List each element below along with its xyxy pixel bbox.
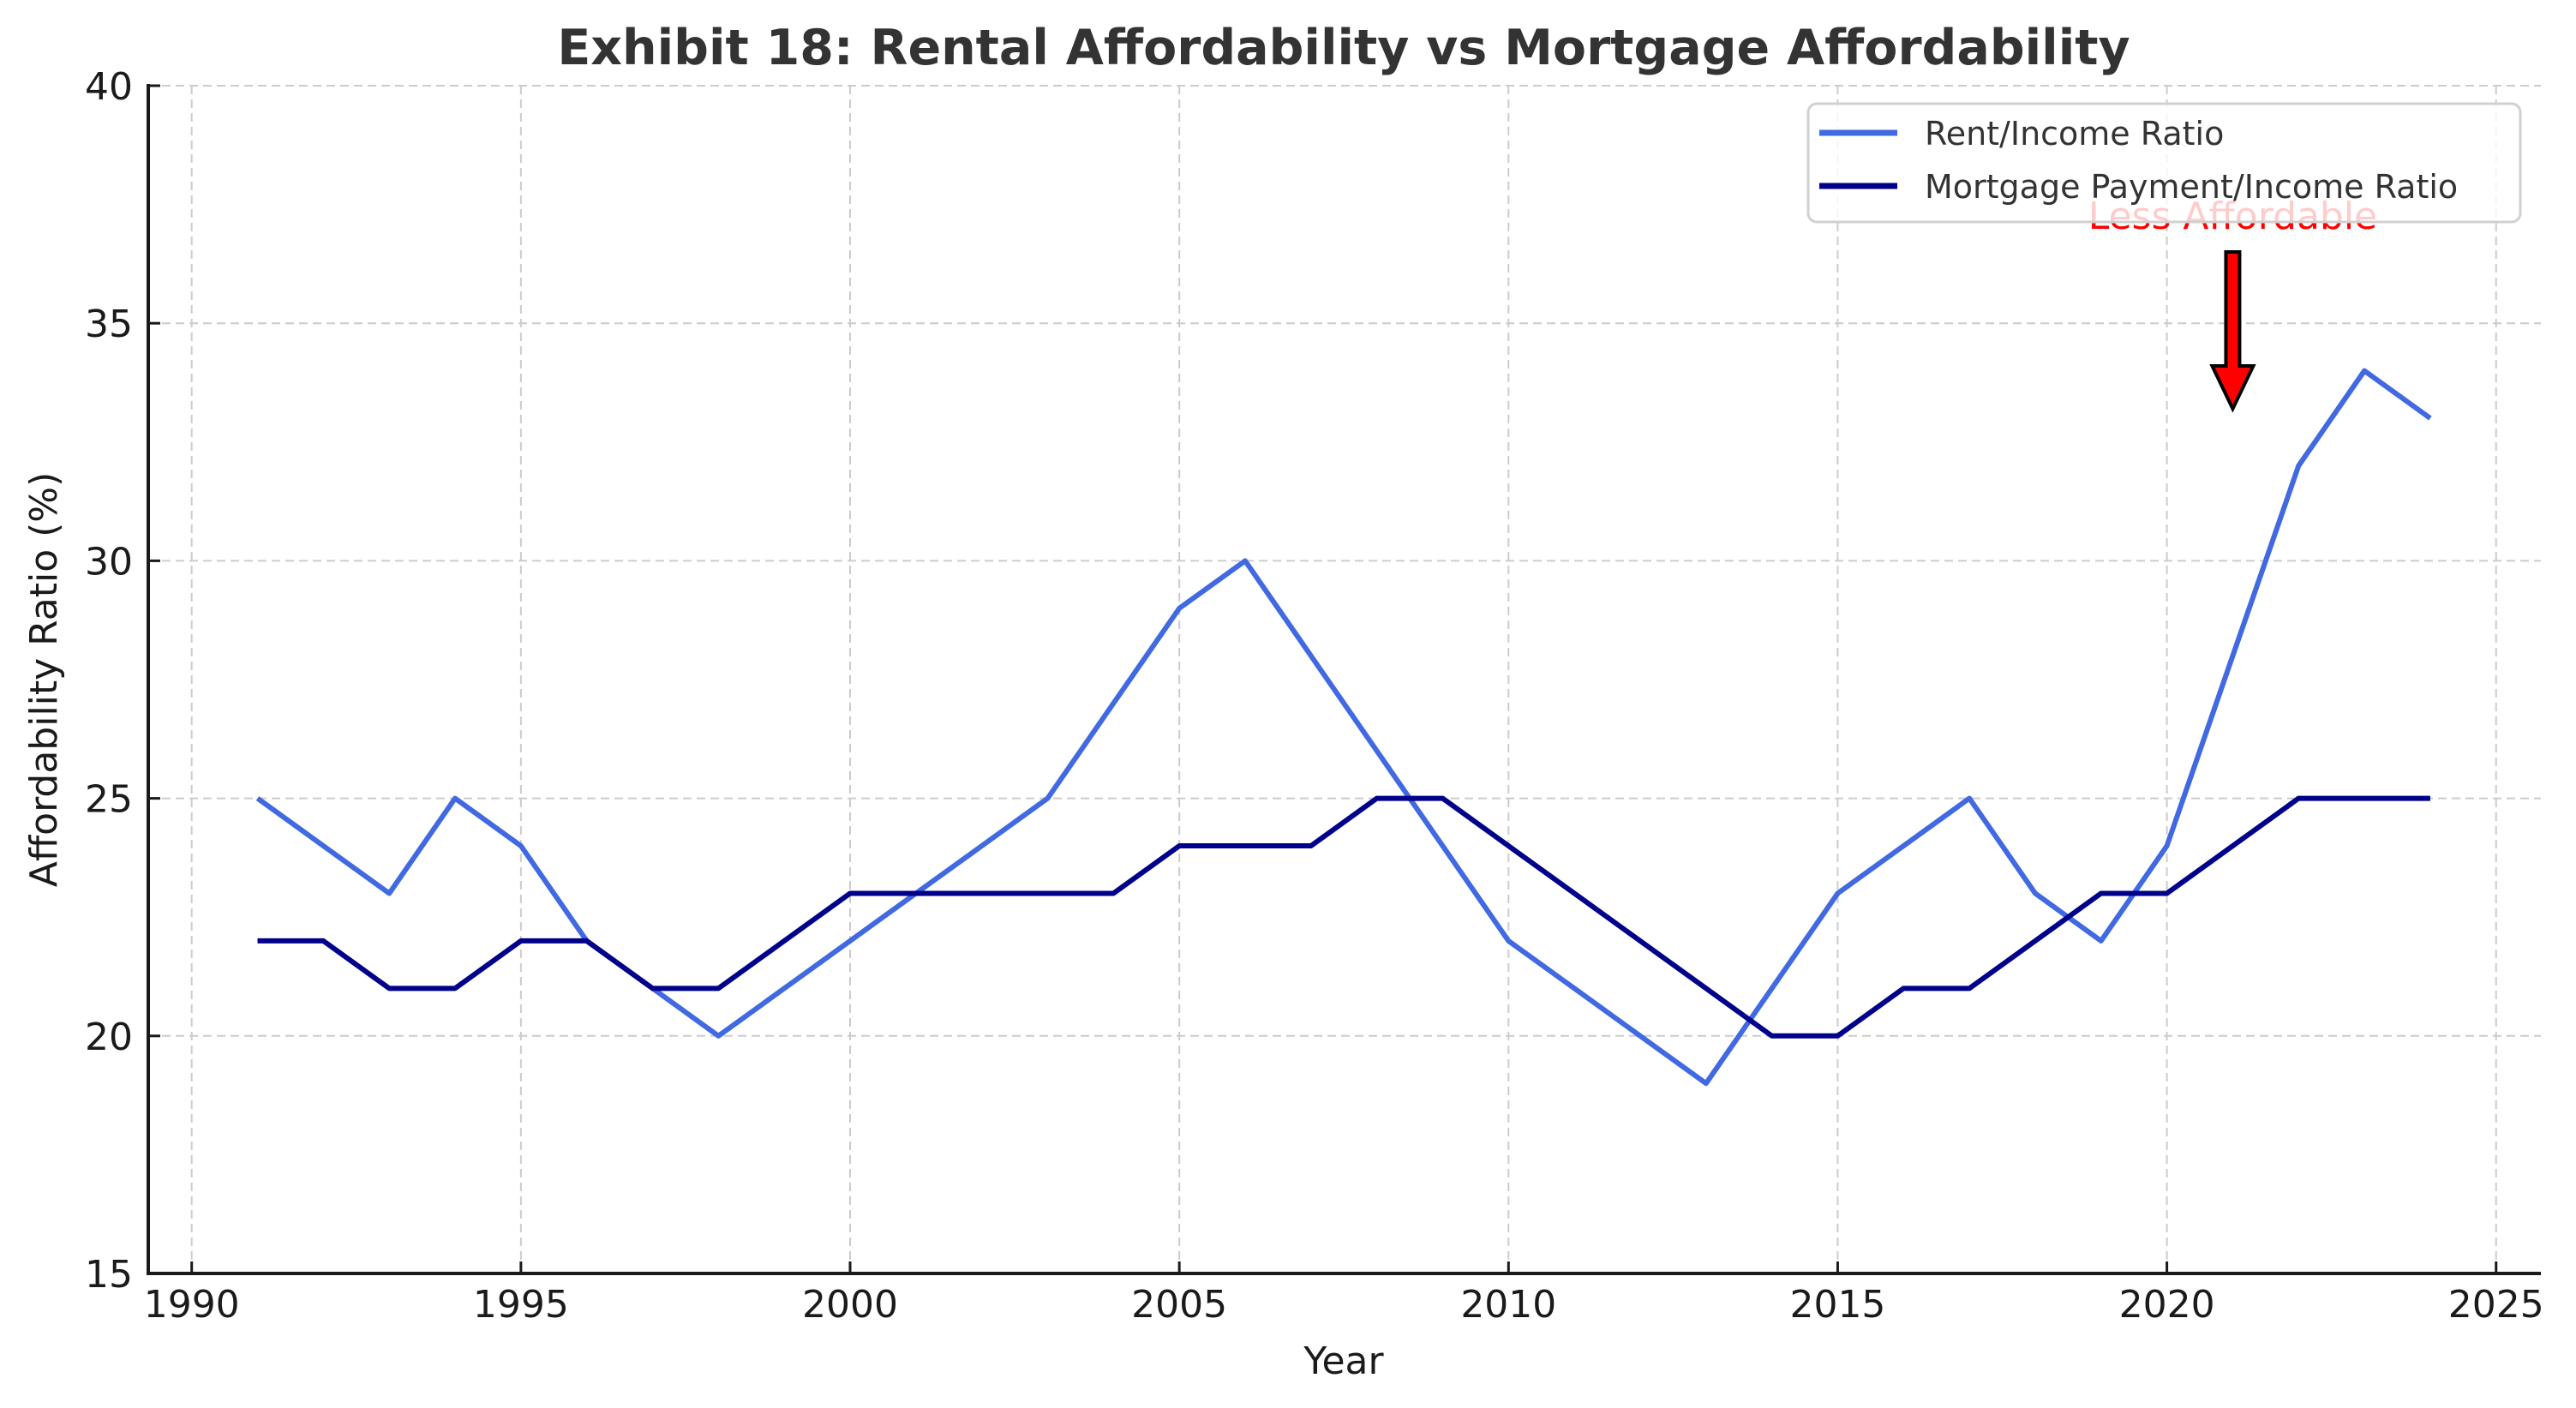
y-tick-label: 40 xyxy=(85,65,133,109)
grid xyxy=(148,85,2541,1274)
x-tick-label: 2010 xyxy=(1460,1283,1556,1327)
legend-box xyxy=(1806,102,2522,224)
y-tick-label: 25 xyxy=(85,778,133,822)
y-tick-label: 35 xyxy=(85,303,133,346)
legend: Rent/Income Ratio Mortgage Payment/Income… xyxy=(1806,102,2522,224)
x-tick-label: 2025 xyxy=(2448,1283,2544,1327)
x-tick-label: 2000 xyxy=(802,1283,898,1327)
series-group xyxy=(255,368,2432,1087)
rent-income-line xyxy=(255,368,2432,1087)
x-tick-label: 2020 xyxy=(2119,1283,2215,1327)
y-axis-label: Affordability Ratio (%) xyxy=(22,472,66,888)
x-tick-label: 2005 xyxy=(1131,1283,1227,1327)
annotation: Less Affordable xyxy=(2088,195,2377,413)
mortgage-income-line xyxy=(257,795,2430,1039)
legend-label: Rent/Income Ratio xyxy=(1925,115,2224,153)
y-tick-label: 30 xyxy=(85,540,133,584)
x-axis-label: Year xyxy=(1303,1339,1384,1383)
x-tick-label: 1990 xyxy=(144,1283,240,1327)
x-tick-label: 2015 xyxy=(1789,1283,1885,1327)
down-arrow-icon xyxy=(2209,250,2256,413)
x-tick-label: 1995 xyxy=(473,1283,569,1327)
y-tick-label: 15 xyxy=(85,1253,133,1297)
axes: 1990 1995 2000 2005 2010 2015 2020 202515202530… xyxy=(85,65,2544,1327)
y-tick-label: 20 xyxy=(85,1016,133,1059)
chart-title: Exhibit 18: Rental Affordability vs Mort… xyxy=(557,20,2130,76)
legend-label: Mortgage Payment/Income Ratio xyxy=(1925,168,2458,206)
